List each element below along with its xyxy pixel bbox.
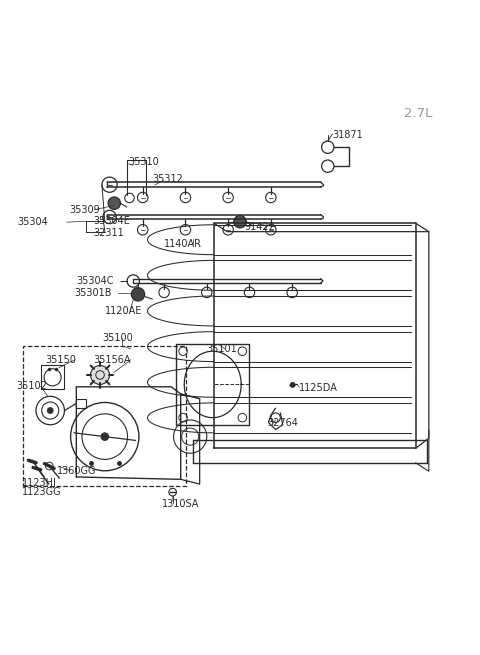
Text: 1120AE: 1120AE [105, 306, 142, 316]
Text: 35304: 35304 [17, 217, 48, 227]
Text: 35101: 35101 [207, 344, 238, 354]
Text: 35309: 35309 [69, 205, 100, 215]
Text: 32311: 32311 [93, 227, 124, 238]
Text: 35312: 35312 [152, 174, 183, 184]
Circle shape [108, 197, 120, 210]
Text: 35156A: 35156A [93, 355, 131, 365]
Text: 2.7L: 2.7L [404, 107, 432, 120]
Text: 1125DA: 1125DA [300, 383, 338, 393]
Text: 35301B: 35301B [74, 288, 111, 298]
Text: 35310: 35310 [129, 157, 159, 168]
Circle shape [132, 288, 144, 301]
Text: 35304E: 35304E [93, 216, 130, 226]
Text: 1123GG: 1123GG [22, 487, 61, 497]
Text: 1123HJ: 1123HJ [22, 478, 57, 488]
Text: 1140AR: 1140AR [164, 240, 202, 250]
Text: 1310SA: 1310SA [162, 499, 199, 509]
Circle shape [290, 383, 295, 387]
Circle shape [91, 365, 109, 384]
Text: 32764: 32764 [267, 419, 299, 428]
Circle shape [48, 407, 53, 413]
Text: 35150: 35150 [46, 355, 76, 365]
Text: 35100: 35100 [102, 333, 133, 343]
Text: 1360GG: 1360GG [57, 466, 97, 476]
Circle shape [101, 433, 108, 440]
Circle shape [234, 215, 246, 228]
Text: 31871: 31871 [333, 130, 363, 140]
Text: 35304C: 35304C [76, 276, 114, 286]
Bar [23, 346, 186, 487]
Text: 91422: 91422 [245, 222, 276, 232]
Text: 35102: 35102 [16, 381, 47, 391]
